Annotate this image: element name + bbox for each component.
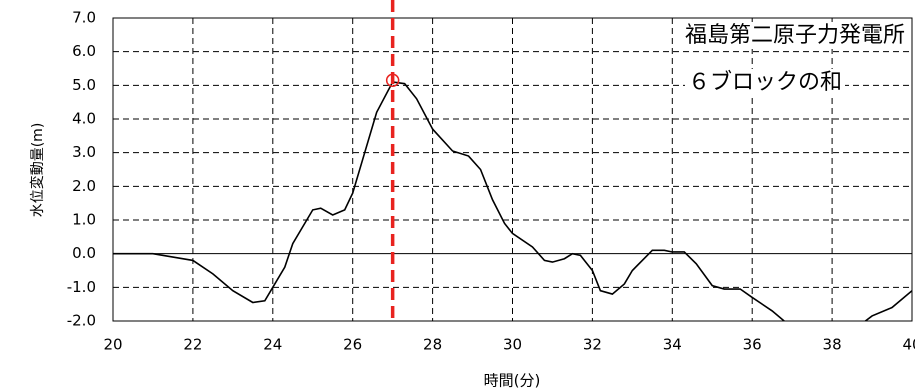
y-tick-label: 7.0 bbox=[72, 9, 96, 27]
y-tick-label: 2.0 bbox=[72, 177, 96, 195]
x-tick-label: 22 bbox=[183, 336, 202, 354]
data-line bbox=[113, 81, 912, 321]
annotation-background bbox=[684, 69, 846, 96]
annotation: ６ブロックの和 bbox=[688, 70, 842, 95]
y-tick-label: 3.0 bbox=[72, 143, 96, 161]
y-tick-label: 5.0 bbox=[72, 76, 96, 94]
annotation-background bbox=[681, 22, 908, 49]
x-tick-label: 38 bbox=[823, 336, 842, 354]
x-tick-label: 20 bbox=[103, 336, 122, 354]
y-tick-label: -2.0 bbox=[67, 312, 96, 330]
x-tick-label: 26 bbox=[343, 336, 362, 354]
x-tick-label: 36 bbox=[743, 336, 762, 354]
x-tick-label: 30 bbox=[503, 336, 522, 354]
y-tick-label: 0.0 bbox=[72, 244, 96, 262]
x-tick-label: 28 bbox=[423, 336, 442, 354]
x-tick-label: 40 bbox=[902, 336, 915, 354]
y-tick-label: 1.0 bbox=[72, 211, 96, 229]
y-tick-label: 4.0 bbox=[72, 110, 96, 128]
peak-marker bbox=[385, 73, 400, 88]
annotation: 福島第二原子力発電所 bbox=[685, 23, 905, 48]
y-tick-label: -1.0 bbox=[67, 278, 96, 296]
y-axis-title: 水位変動量(m) bbox=[29, 123, 46, 218]
x-tick-label: 34 bbox=[663, 336, 682, 354]
x-axis-title: 時間(分) bbox=[484, 372, 541, 390]
x-tick-label: 24 bbox=[263, 336, 282, 354]
x-tick-label: 32 bbox=[583, 336, 602, 354]
y-tick-label: 6.0 bbox=[72, 42, 96, 60]
